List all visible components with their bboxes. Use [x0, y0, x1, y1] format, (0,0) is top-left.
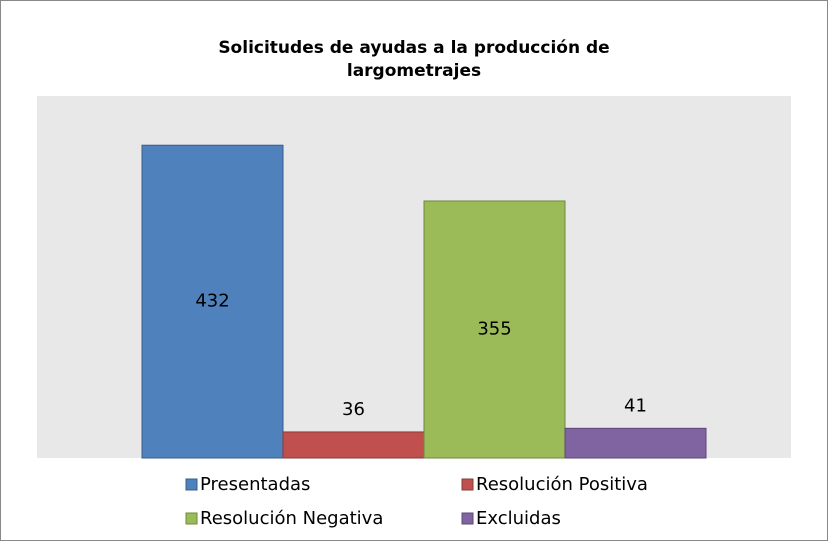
data-label: 355 [477, 318, 511, 339]
legend-label: Presentadas [200, 474, 310, 495]
legend-swatch [185, 512, 198, 525]
legend-label: Resolución Positiva [476, 474, 648, 495]
legend-label: Excluidas [476, 508, 561, 529]
data-label: 432 [195, 291, 229, 312]
data-label: 41 [624, 395, 647, 416]
legend-swatch [185, 478, 198, 491]
bar [423, 200, 566, 459]
legend-label: Resolución Negativa [200, 508, 383, 529]
bar [141, 144, 284, 459]
legend-swatch [461, 512, 474, 525]
bar [282, 431, 425, 459]
data-label: 36 [342, 399, 365, 420]
legend-swatch [461, 478, 474, 491]
chart-title: Solicitudes de ayudas a la producción de… [218, 38, 610, 81]
bar [564, 427, 707, 459]
